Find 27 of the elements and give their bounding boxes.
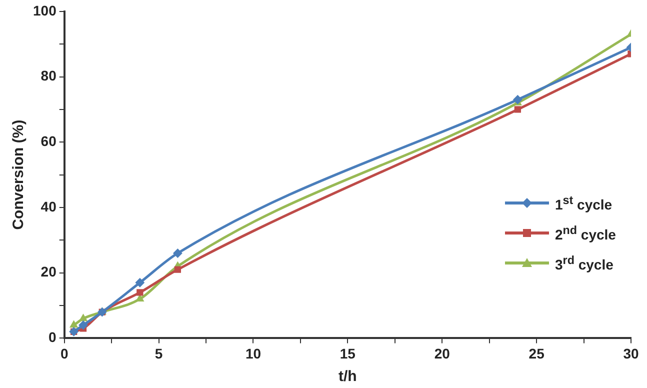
point bbox=[513, 95, 522, 104]
x-tick-label: 10 bbox=[245, 345, 262, 362]
point bbox=[173, 248, 182, 258]
point bbox=[78, 320, 88, 330]
y-axis-title: Conversion (%) bbox=[10, 120, 28, 230]
point bbox=[514, 106, 521, 113]
x-tick-label: 5 bbox=[154, 345, 163, 362]
x-tick-label: 0 bbox=[60, 345, 68, 362]
point bbox=[135, 278, 144, 288]
y-tick-label: 0 bbox=[48, 329, 57, 346]
y-tick-label: 20 bbox=[40, 264, 57, 280]
point bbox=[174, 266, 182, 273]
x-axis-title: t/h bbox=[338, 368, 357, 386]
y-tick-label: 100 bbox=[33, 2, 57, 18]
point bbox=[79, 314, 88, 322]
x-tick-label: 20 bbox=[434, 345, 450, 362]
x-tick-label: 30 bbox=[623, 345, 639, 362]
point bbox=[136, 289, 144, 296]
legend-label: 2$^{nd}$ cycle bbox=[555, 224, 616, 242]
y-tick-label: 60 bbox=[40, 132, 57, 149]
x-tick-label: 25 bbox=[528, 345, 545, 362]
y-tick-label: 80 bbox=[40, 68, 57, 84]
legend-label: 3$^{rd}$ cycle bbox=[555, 254, 614, 272]
point bbox=[70, 320, 78, 328]
x-tick-label: 15 bbox=[340, 345, 356, 362]
legend-label: 1$^{st}$ cycle bbox=[555, 194, 612, 212]
y-tick-label: 40 bbox=[40, 198, 57, 214]
